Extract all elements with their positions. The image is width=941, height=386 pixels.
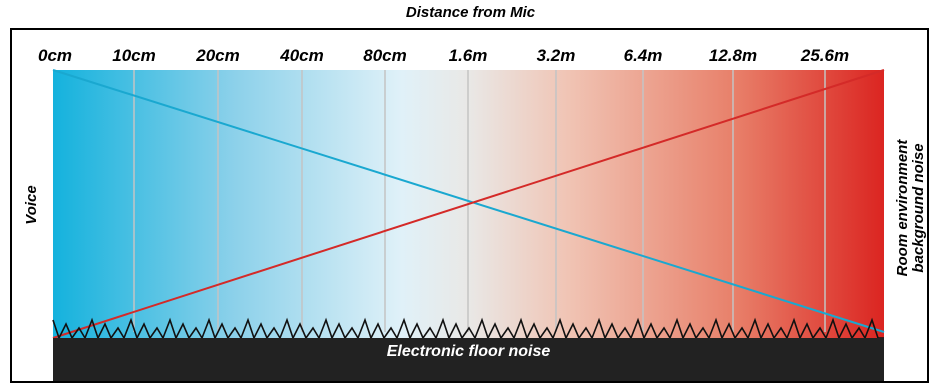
distance-label: 6.4m bbox=[623, 46, 663, 65]
room-label-line1: Room environment bbox=[894, 139, 911, 277]
voice-label: Voice bbox=[23, 185, 40, 225]
distance-label: 25.6m bbox=[800, 46, 850, 65]
distance-label: 80cm bbox=[363, 46, 407, 65]
distance-label: 20cm bbox=[196, 46, 240, 65]
distance-label: 3.2m bbox=[536, 46, 576, 65]
distance-label: 40cm bbox=[280, 46, 324, 65]
distance-label: 12.8m bbox=[708, 46, 758, 65]
room-noise-label: Room environment background noise bbox=[894, 139, 927, 277]
voice-level-line bbox=[52, 69, 885, 333]
distance-label: 10cm bbox=[112, 46, 156, 65]
frame-border bbox=[10, 28, 929, 383]
diagram-title: Distance from Mic bbox=[405, 4, 536, 21]
room-noise-level-line bbox=[52, 69, 885, 339]
floor-noise-label: Electronic floor noise bbox=[386, 343, 551, 360]
floor-noise-zigzag bbox=[52, 317, 884, 341]
floor-noise-band bbox=[53, 338, 884, 383]
distance-label: 0cm bbox=[37, 46, 73, 65]
distance-label: 1.6m bbox=[448, 46, 488, 65]
upper-white-wedge bbox=[53, 68, 884, 69]
room-label-line2: background noise bbox=[910, 143, 927, 273]
distance-gridlines bbox=[133, 70, 826, 332]
